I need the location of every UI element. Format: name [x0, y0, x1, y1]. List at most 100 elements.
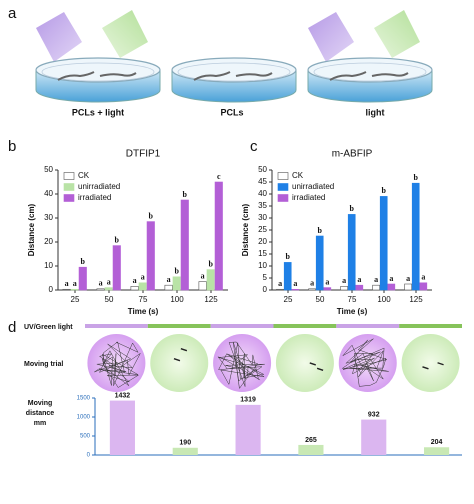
bar [276, 288, 284, 291]
significance-letter: a [406, 274, 410, 283]
panel-label: c [250, 138, 258, 155]
significance-letter: a [357, 275, 361, 284]
significance-letter: c [217, 172, 221, 181]
trial-dish [150, 334, 209, 392]
y-tick-label: 1000 [77, 415, 91, 421]
x-tick-label: 100 [170, 295, 184, 304]
bar [180, 199, 189, 291]
actuator [329, 71, 409, 81]
x-tick-label: 125 [204, 295, 218, 304]
significance-letter: a [133, 276, 137, 285]
light-segment [210, 324, 274, 328]
data-label: 1319 [240, 397, 256, 404]
legend-swatch [277, 183, 289, 191]
panel-label: a [8, 5, 17, 22]
bar [298, 444, 324, 455]
trajectory [422, 366, 429, 370]
row-label: UV/Green light [24, 324, 73, 331]
y-tick-label: 0 [87, 453, 91, 459]
bar [308, 288, 316, 291]
legend-label: CK [78, 171, 90, 180]
caption: light [366, 107, 385, 117]
light-panel [102, 10, 148, 58]
legend-swatch [277, 172, 289, 180]
x-tick-label: 25 [284, 295, 293, 304]
trajectory [309, 362, 316, 366]
significance-letter: b [81, 257, 86, 266]
legend-swatch [63, 183, 75, 191]
bar [78, 266, 87, 291]
significance-letter: a [73, 279, 77, 288]
bar [235, 404, 261, 455]
significance-letter: a [374, 275, 378, 284]
y-axis-label: distance [26, 410, 55, 417]
trajectory [180, 348, 188, 352]
light-panel [308, 12, 354, 62]
legend-label: unirradiated [78, 182, 120, 191]
significance-letter: a [342, 276, 346, 285]
significance-letter: b [174, 267, 179, 276]
light-segment [85, 324, 148, 328]
bar [411, 182, 420, 291]
dish-inner [177, 62, 291, 82]
y-tick-label: 40 [258, 189, 267, 198]
significance-letter: a [325, 277, 329, 286]
bar [340, 286, 348, 291]
bar [315, 235, 324, 291]
light-segment [399, 324, 462, 328]
bar [112, 245, 121, 291]
y-tick-label: 500 [80, 434, 91, 440]
significance-letter: b [349, 204, 354, 213]
y-tick-label: 25 [258, 225, 267, 234]
significance-letter: a [141, 273, 145, 282]
data-label: 932 [368, 411, 380, 418]
significance-letter: a [278, 279, 282, 288]
bar [130, 286, 139, 291]
dish-rim [171, 57, 297, 83]
light-panel [36, 12, 82, 62]
bar [361, 419, 387, 455]
significance-letter: a [65, 279, 69, 288]
significance-letter: a [201, 271, 205, 280]
bar [404, 283, 412, 291]
y-tick-label: 10 [258, 261, 267, 270]
trial-dish [401, 334, 460, 392]
bar [62, 288, 71, 291]
bar [109, 400, 135, 455]
significance-letter: a [310, 279, 314, 288]
light-segment [336, 324, 400, 328]
significance-letter: a [99, 279, 103, 288]
trajectory [316, 367, 324, 372]
dish-inner [313, 62, 427, 82]
actuator [193, 71, 273, 81]
significance-letter: a [421, 273, 425, 282]
caption: PCLs [220, 107, 243, 117]
x-tick-label: 100 [377, 295, 391, 304]
legend-swatch [63, 172, 75, 180]
light-segment [273, 324, 337, 328]
y-axis-label: Moving [28, 400, 53, 407]
legend-label: unirradiated [292, 182, 334, 191]
row-label: Moving trial [24, 361, 63, 368]
panel-label: b [8, 138, 16, 155]
y-tick-label: 30 [44, 213, 53, 222]
bar [291, 288, 300, 291]
bar [172, 447, 198, 455]
bar [138, 282, 147, 291]
bar [214, 181, 223, 291]
x-tick-label: 50 [316, 295, 325, 304]
y-tick-label: 15 [258, 249, 267, 258]
caption: PCLs + light [72, 107, 124, 117]
bar [419, 282, 428, 291]
bar [347, 214, 356, 291]
bar [424, 447, 450, 455]
light-segment [147, 324, 211, 328]
y-tick-label: 35 [258, 201, 267, 210]
y-tick-label: 0 [49, 285, 54, 294]
trajectory [437, 362, 444, 366]
data-label: 265 [305, 437, 317, 444]
y-axis-label: mm [34, 420, 46, 427]
y-tick-label: 0 [263, 285, 268, 294]
bar [172, 276, 181, 291]
